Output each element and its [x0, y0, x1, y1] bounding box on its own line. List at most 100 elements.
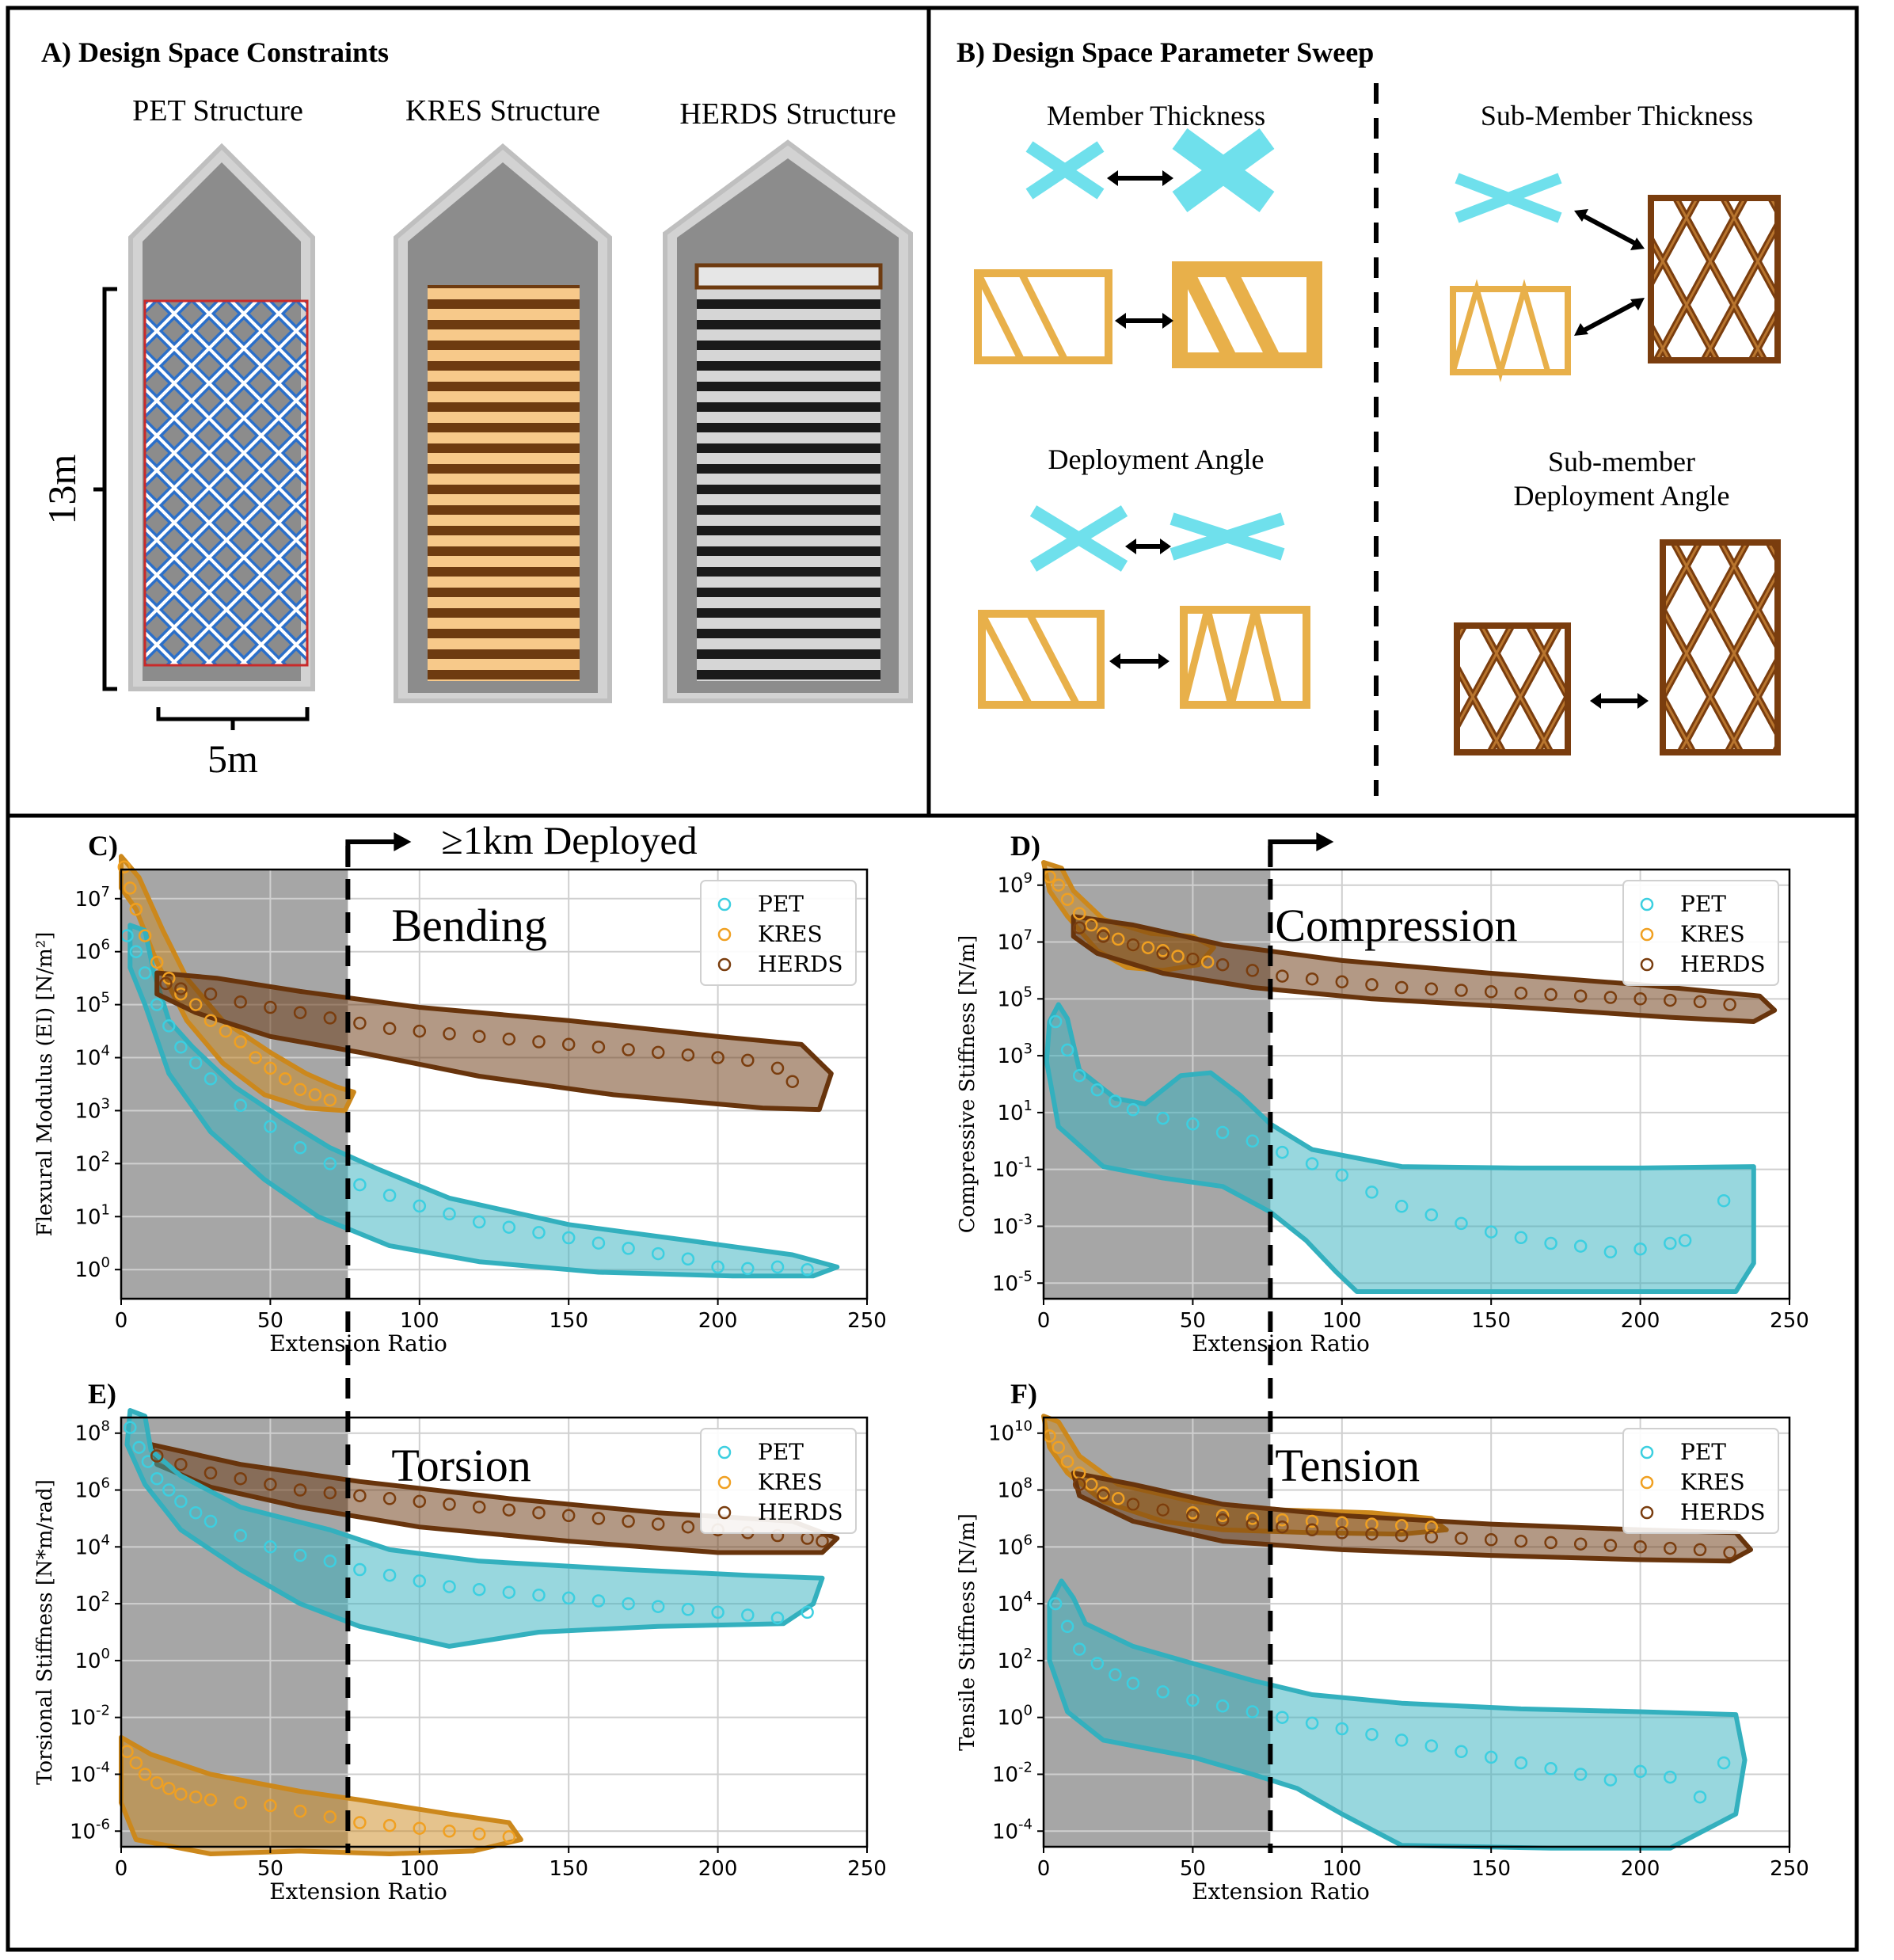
point-kres — [124, 881, 137, 895]
charts-area: 0 50 100 150 200 250 100 101 102 103 104 105 106 107 E… — [33, 830, 1809, 1905]
point-herds — [1097, 1489, 1110, 1502]
point-pet — [1633, 1242, 1647, 1256]
point-pet — [741, 1262, 755, 1276]
point-pet — [1246, 1705, 1260, 1718]
legend-label-pet: PET — [758, 891, 804, 917]
plot-frame — [1042, 868, 1791, 1300]
x-axis-label: Extension Ratio — [1192, 1878, 1370, 1905]
point-kres — [1060, 892, 1074, 906]
region-kres — [119, 1734, 523, 1856]
point-pet — [323, 1555, 337, 1568]
point-pet — [801, 1605, 814, 1619]
point-herds — [1365, 1527, 1379, 1541]
point-kres — [219, 1024, 233, 1038]
deployed-arrow-right — [1268, 839, 1320, 867]
panel-label: C) — [88, 830, 118, 862]
point-herds — [1097, 930, 1110, 943]
x-tick-label: 150 — [549, 1857, 588, 1881]
x-tick-label: 0 — [1037, 1857, 1051, 1881]
point-kres — [174, 1787, 188, 1801]
y-tick-label: 10-2 — [70, 1703, 110, 1730]
point-kres — [293, 1083, 307, 1096]
legend-label-pet: PET — [1680, 1439, 1726, 1465]
point-kres — [443, 1825, 456, 1838]
deployment-angle-label: Deployment Angle — [1048, 443, 1265, 475]
point-pet — [443, 1580, 456, 1593]
y-tick-label: 103 — [997, 1041, 1033, 1068]
point-pet — [591, 1594, 606, 1608]
point-pet — [1072, 1642, 1086, 1656]
y-tick-label: 108 — [997, 1475, 1033, 1503]
point-herds — [1246, 964, 1260, 977]
width-label: 5m — [207, 736, 258, 781]
point-pet — [1394, 1200, 1409, 1213]
panel-label: D) — [1010, 830, 1040, 862]
point-pet — [1573, 1239, 1588, 1253]
y-tick-label: 10-3 — [992, 1211, 1033, 1239]
point-herds — [1633, 1540, 1647, 1554]
point-pet — [188, 1056, 203, 1070]
point-pet — [264, 1540, 277, 1554]
point-pet — [711, 1605, 725, 1619]
point-pet — [711, 1260, 725, 1274]
legend-box — [1622, 1428, 1779, 1534]
point-kres — [1111, 932, 1125, 946]
point-pet — [1060, 1619, 1074, 1634]
plot-frame — [1042, 1416, 1791, 1848]
point-kres — [1335, 1516, 1349, 1530]
point-kres — [1394, 1519, 1409, 1532]
pet-fairing-illustration — [128, 143, 315, 691]
point-pet — [1664, 1770, 1677, 1784]
point-herds — [532, 1035, 546, 1049]
point-pet — [1678, 1234, 1692, 1247]
point-kres — [308, 1088, 322, 1102]
point-kres — [1111, 1492, 1125, 1505]
point-herds — [1394, 1528, 1409, 1543]
point-herds — [816, 1534, 829, 1548]
point-herds — [561, 1509, 576, 1523]
x-tick-label: 200 — [698, 1309, 738, 1333]
point-pet — [622, 1242, 635, 1255]
point-herds — [1455, 1532, 1468, 1545]
point-pet — [1246, 1134, 1260, 1148]
point-pet — [1305, 1716, 1319, 1730]
legend-label-pet: PET — [1680, 891, 1726, 917]
y-tick-label: 10-4 — [992, 1816, 1033, 1844]
point-herds — [353, 1489, 367, 1502]
point-pet — [770, 1611, 785, 1625]
point-kres — [1305, 1514, 1319, 1528]
height-label: 13m — [40, 454, 84, 524]
point-herds — [293, 1006, 307, 1019]
legend-marker-herds — [1640, 957, 1654, 972]
y-tick-label: 100 — [997, 1703, 1033, 1730]
legend-label-kres: KRES — [1680, 1469, 1745, 1495]
point-pet — [1335, 1722, 1349, 1736]
point-pet — [129, 945, 143, 958]
point-herds — [413, 1494, 427, 1509]
point-kres — [382, 1818, 397, 1833]
point-pet — [770, 1260, 785, 1274]
point-herds — [1603, 991, 1618, 1004]
point-herds — [1156, 946, 1169, 961]
point-herds — [1186, 952, 1200, 966]
point-herds — [1072, 1478, 1086, 1491]
point-herds — [1246, 1517, 1260, 1531]
point-herds — [1126, 1498, 1140, 1511]
point-kres — [293, 1804, 307, 1818]
x-tick-label: 250 — [1770, 1309, 1809, 1333]
y-axis-label: Flexural Modulus (EI) [N/m²] — [33, 932, 57, 1237]
point-pet — [1072, 1068, 1086, 1083]
point-kres — [1052, 1441, 1066, 1454]
deployed-label: ≥1km Deployed — [441, 818, 697, 862]
point-kres — [1424, 1520, 1439, 1534]
x-tick-label: 200 — [698, 1857, 738, 1881]
point-herds — [770, 1061, 785, 1075]
x-tick-label: 100 — [400, 1857, 439, 1881]
legend-marker-pet — [717, 1445, 732, 1460]
point-pet — [1633, 1764, 1647, 1779]
point-pet — [1603, 1245, 1618, 1259]
y-tick-label: 101 — [74, 1201, 110, 1229]
sub-member-deployment-angle-label: Deployment Angle — [1514, 480, 1730, 512]
point-herds — [1633, 992, 1647, 1006]
y-tick-label: 102 — [74, 1148, 110, 1176]
